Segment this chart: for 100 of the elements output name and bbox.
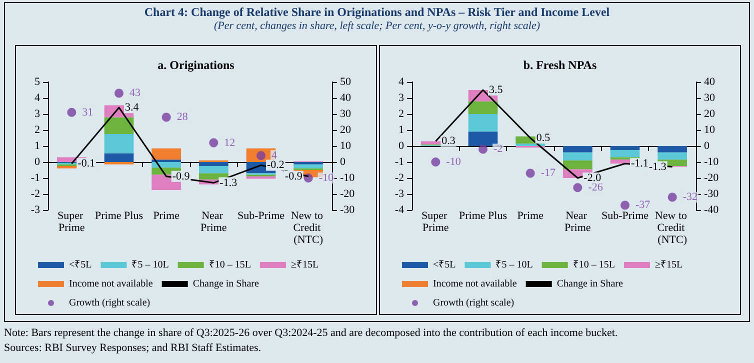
legend-label: ₹5 – 10L: [132, 260, 169, 270]
legend-label: Change in Share: [192, 278, 260, 290]
y-tick-label: 1: [34, 140, 40, 152]
data-label: 4: [272, 150, 278, 162]
data-label: -26: [588, 182, 604, 194]
y-tick-label: 4: [34, 92, 40, 104]
point: [526, 168, 535, 178]
bar: [610, 146, 640, 150]
y2-tick-label: -20: [340, 188, 356, 200]
point: [209, 138, 218, 148]
y-tick-label: -3: [30, 204, 40, 216]
bar: [152, 162, 182, 168]
y-tick-label: 3: [398, 92, 404, 104]
data-label: -17: [540, 167, 556, 180]
chart-title: a. Originations: [158, 58, 235, 72]
legend-label: ₹10 – 15L: [572, 260, 615, 270]
y2-tick-label: 40: [704, 76, 716, 88]
y-tick-label: 4: [398, 76, 404, 88]
y2-tick-label: 30: [340, 108, 352, 120]
point: [573, 183, 582, 192]
y2-tick-label: -20: [704, 172, 720, 184]
y2-tick-label: 50: [340, 76, 352, 88]
data-label: 12: [224, 136, 236, 149]
x-tick-label: Sub-Prime: [601, 210, 649, 222]
x-tick-label: Super Prime: [421, 210, 450, 234]
y2-tick-label: -30: [704, 188, 720, 200]
data-label: -0.9: [284, 170, 303, 182]
y2-tick-label: 0: [340, 156, 346, 168]
x-tick-label: Prime Plus: [95, 210, 143, 222]
y-tick-label: 5: [34, 76, 40, 88]
point: [478, 144, 488, 154]
data-label: -32: [682, 191, 698, 204]
y2-tick-label: -30: [340, 204, 356, 216]
bar: [198, 166, 228, 174]
data-label: -37: [636, 199, 651, 212]
legend-label: ₹5 – 10L: [496, 260, 533, 270]
bar: [468, 132, 498, 146]
bar: [562, 152, 592, 160]
y2-tick-label: 20: [340, 124, 352, 136]
legend-label: ₹10 – 15L: [208, 260, 251, 270]
bar: [198, 162, 228, 166]
data-label: -0.9: [172, 170, 190, 182]
y2-tick-label: -10: [704, 156, 720, 168]
legend-label: Growth (right scale): [433, 298, 514, 308]
bar: [562, 146, 592, 152]
bar: [104, 134, 134, 154]
legend-label: Income not available: [433, 278, 518, 290]
legend-label: Growth (right scale): [69, 298, 150, 308]
y-tick-label: -2: [30, 188, 40, 200]
data-label: 0.3: [442, 135, 456, 148]
bar: [562, 160, 592, 170]
point: [162, 112, 171, 122]
y2-tick-label: 30: [704, 92, 716, 104]
data-label: -0.1: [78, 158, 96, 170]
x-tick-label: New to Credit (NTC): [654, 210, 690, 246]
bar: [658, 152, 688, 160]
bar: [658, 146, 688, 152]
y-tick-label: -1: [30, 172, 40, 184]
y-tick-label: 3: [34, 108, 40, 120]
data-label: 3.4: [125, 102, 140, 114]
data-label: -10: [318, 172, 334, 184]
chart-title: b. Fresh NPAs: [523, 58, 597, 72]
bar: [468, 101, 498, 114]
x-tick-label: Prime: [517, 210, 544, 222]
point: [114, 88, 124, 98]
caption: Chart 4: Change of Relative Share in Originations and NPAs – Risk Tier and Income Level: [143, 5, 611, 20]
bar: [468, 114, 498, 132]
legend-label: ≥₹15L: [654, 260, 683, 270]
bar: [294, 164, 324, 168]
data-label: -2: [494, 143, 503, 156]
legend-label: Income not available: [69, 278, 154, 290]
y-tick-label: -3: [394, 188, 404, 200]
data-label: -10: [446, 156, 462, 168]
text: Note: Bars represent the change in share of Q3:2025-26 over Q3:2024-25 and are decomposed into the contribution of each income bucket.: [4, 326, 618, 341]
legend-label: <₹5L: [69, 260, 92, 270]
bar: [198, 173, 228, 180]
point: [620, 200, 630, 210]
y-tick-label: 0: [34, 156, 40, 168]
y2-tick-label: -40: [704, 204, 720, 216]
data-label: -1.3: [648, 160, 667, 173]
data-label: 43: [130, 87, 141, 100]
point: [668, 192, 677, 202]
data-label: 0.5: [536, 132, 551, 144]
y-tick-label: 1: [398, 124, 404, 136]
data-label: -2.0: [584, 172, 602, 184]
y-tick-label: -1: [394, 156, 404, 168]
legend-label: ≥₹15L: [290, 260, 319, 270]
data-label: 3.5: [489, 84, 504, 96]
legend-label: Change in Share: [556, 278, 624, 290]
x-tick-label: Prime: [153, 210, 180, 222]
y-tick-label: 0: [398, 140, 404, 152]
point: [67, 108, 76, 117]
y2-tick-label: 40: [340, 92, 352, 104]
y-tick-label: -4: [394, 204, 404, 216]
data-label: 28: [176, 111, 188, 124]
point: [304, 174, 313, 182]
y2-tick-label: -10: [340, 172, 356, 184]
x-tick-label: New to Credit (NTC): [290, 210, 326, 246]
y2-tick-label: 0: [704, 140, 710, 152]
data-label: 31: [82, 106, 94, 118]
